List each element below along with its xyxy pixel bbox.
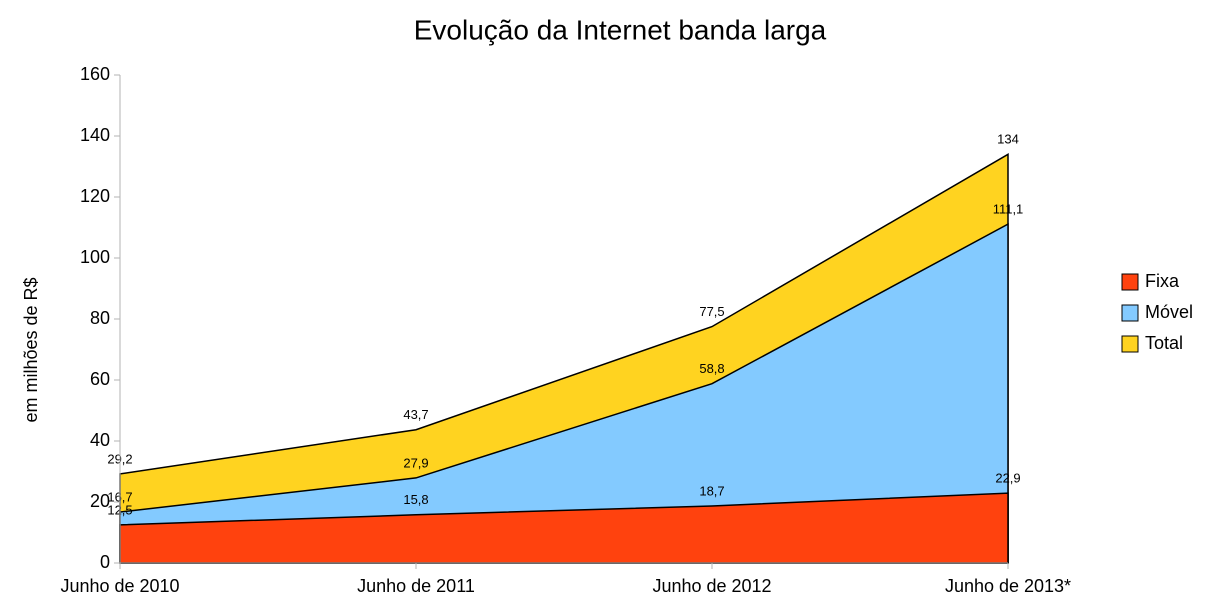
data-label: 27,9 — [403, 455, 428, 470]
data-label: 58,8 — [699, 361, 724, 376]
legend-swatch — [1121, 335, 1139, 353]
y-tick-label: 100 — [80, 247, 110, 267]
y-tick-label: 60 — [90, 369, 110, 389]
chart-title: Evolução da Internet banda larga — [414, 14, 827, 45]
y-tick-label: 80 — [90, 308, 110, 328]
y-tick-label: 160 — [80, 64, 110, 84]
x-tick-label: Junho de 2011 — [357, 576, 475, 596]
data-label: 43,7 — [403, 407, 428, 422]
y-tick-label: 120 — [80, 186, 110, 206]
y-axis-label: em milhões de R$ — [21, 277, 41, 422]
data-label: 22,9 — [995, 471, 1020, 486]
y-tick-label: 0 — [100, 552, 110, 572]
x-tick-label: Junho de 2010 — [60, 576, 179, 596]
data-label: 111,1 — [993, 202, 1024, 217]
data-label: 77,5 — [699, 304, 724, 319]
data-label: 134 — [997, 132, 1019, 147]
y-tick-label: 40 — [90, 430, 110, 450]
y-tick-label: 20 — [90, 491, 110, 511]
x-tick-label: Junho de 2013* — [945, 576, 1071, 596]
legend-swatch — [1121, 273, 1139, 291]
y-tick-label: 140 — [80, 125, 110, 145]
legend-label: Total — [1145, 333, 1183, 353]
legend-label: Móvel — [1145, 302, 1193, 322]
data-label: 18,7 — [699, 483, 724, 498]
legend-swatch — [1121, 304, 1139, 322]
legend-label: Fixa — [1145, 271, 1180, 291]
data-label: 15,8 — [403, 492, 428, 507]
x-tick-label: Junho de 2012 — [652, 576, 771, 596]
